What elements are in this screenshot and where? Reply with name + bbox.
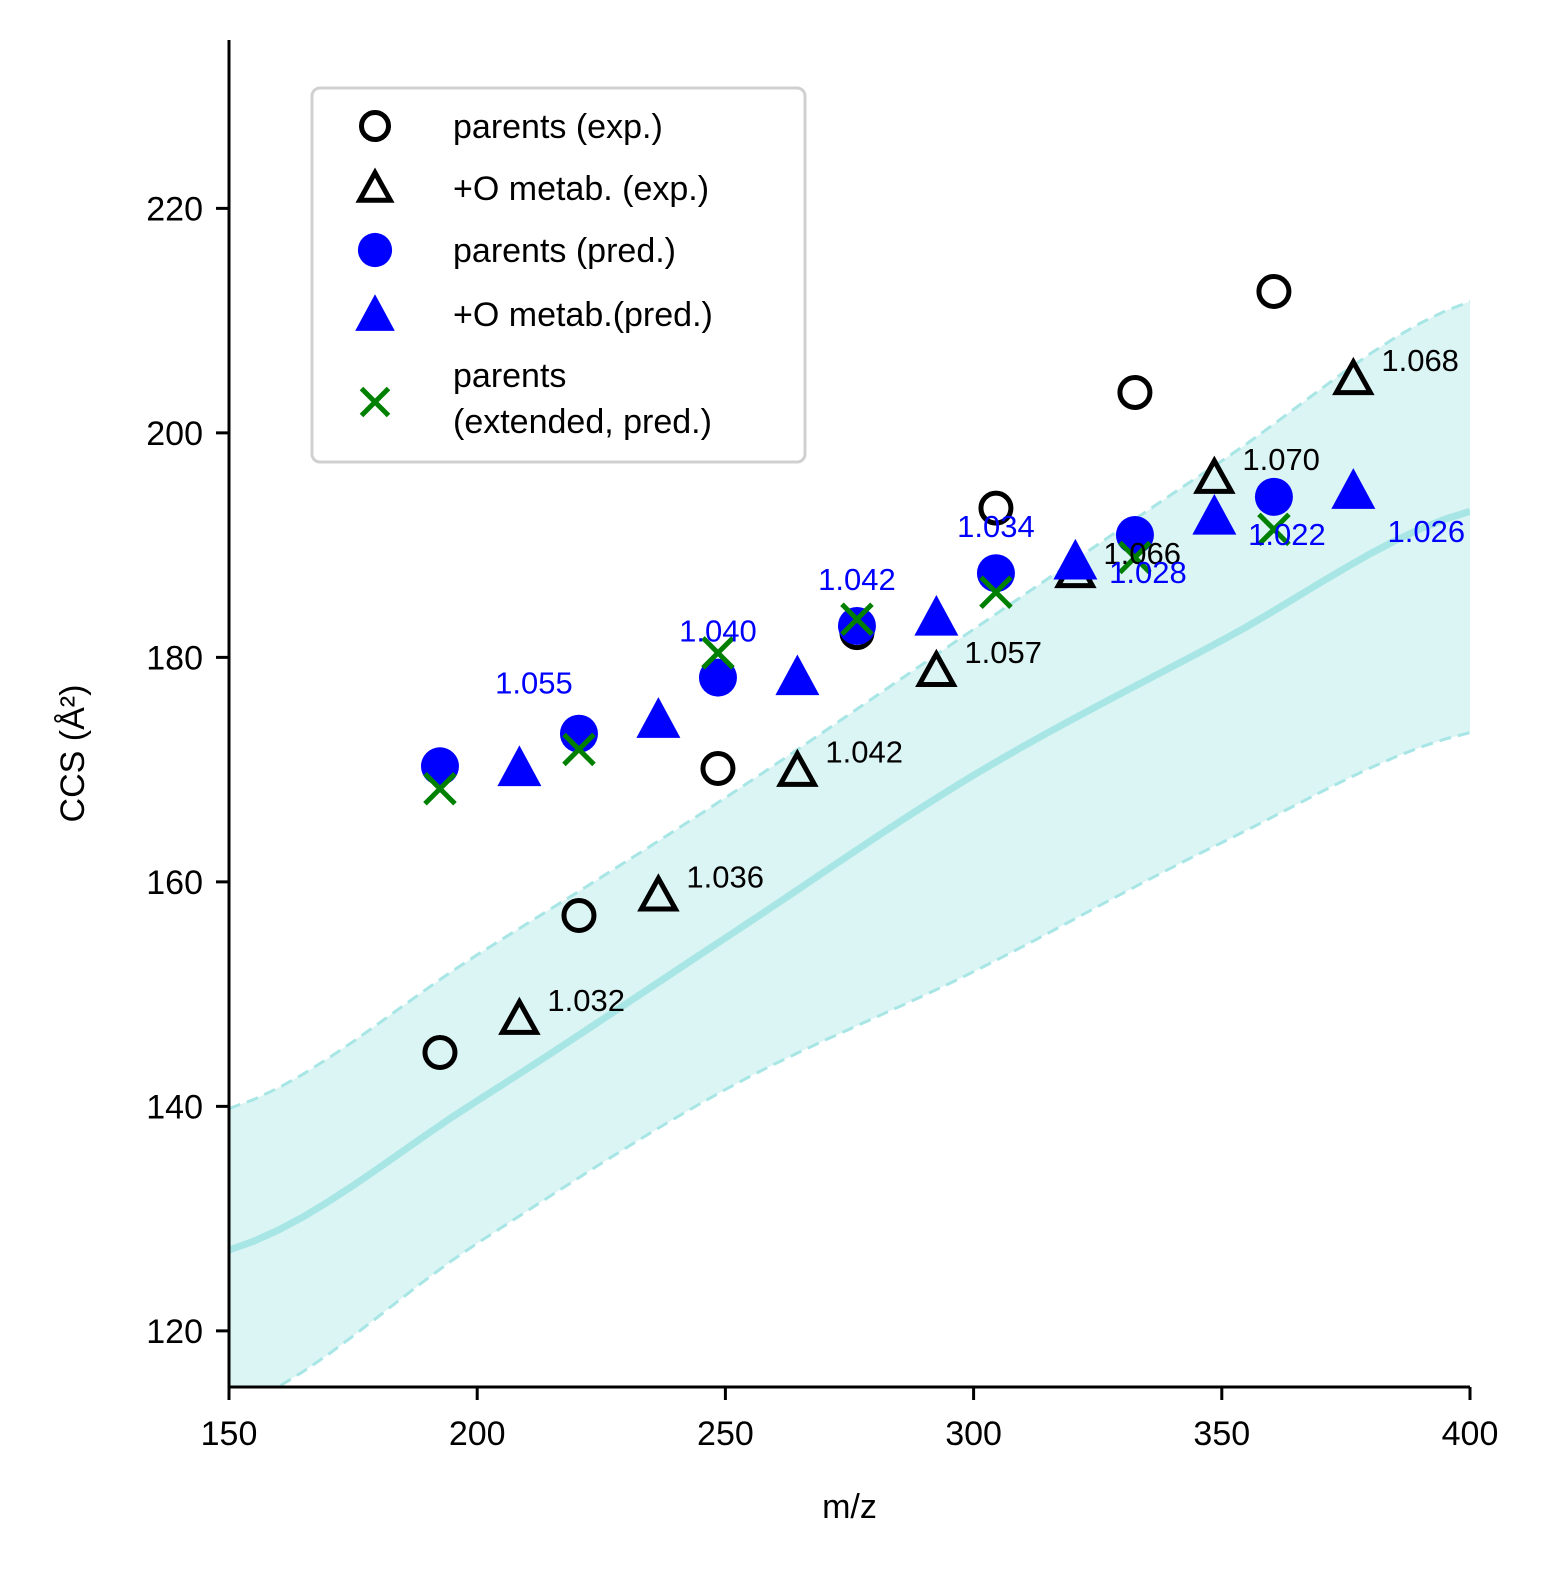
annotation-label: 1.040 bbox=[679, 614, 757, 649]
band-upper-line bbox=[229, 300, 1470, 1111]
point-s2-p6 bbox=[1254, 477, 1293, 516]
annotations: 1.032 1.036 1.042 1.057 1.066 1.070 1.068 1.055… bbox=[495, 343, 1465, 1018]
point-s3-p1 bbox=[636, 697, 681, 738]
y-tick-label: 120 bbox=[146, 1313, 203, 1351]
y-tick-label: 180 bbox=[146, 639, 203, 677]
point-s1-p2 bbox=[776, 748, 819, 787]
annotation-label: 1.028 bbox=[1109, 555, 1187, 590]
point-s1-p1 bbox=[637, 873, 680, 912]
band-lower-line bbox=[274, 731, 1470, 1387]
y-axis-label: CCS (Å²) bbox=[54, 685, 92, 823]
point-s4-p3 bbox=[840, 602, 874, 636]
point-s3-p5 bbox=[1192, 493, 1237, 535]
legend-label-3: +O metab.(pred.) bbox=[453, 296, 713, 334]
legend-label-2: parents (pred.) bbox=[453, 232, 676, 270]
annotation-label: 1.034 bbox=[957, 509, 1035, 544]
point-s1-p3 bbox=[915, 648, 958, 687]
annotation-label: 1.036 bbox=[686, 859, 764, 894]
annotation-label: 1.068 bbox=[1381, 343, 1459, 378]
point-s2-p2 bbox=[698, 658, 737, 697]
point-s1-p5 bbox=[1193, 455, 1236, 494]
annotation-label: 1.026 bbox=[1388, 514, 1466, 549]
y-tick-label: 220 bbox=[146, 190, 203, 228]
point-s4-p6 bbox=[1257, 512, 1291, 547]
data-points bbox=[420, 273, 1376, 1070]
x-tick-label: 400 bbox=[1442, 1415, 1499, 1453]
legend-marker-0 bbox=[359, 110, 391, 142]
point-s0-p5 bbox=[1117, 374, 1153, 410]
legend-label-4-line-0: parents bbox=[453, 357, 566, 395]
legend: parents (exp.) +O metab. (exp.) parents (p… bbox=[310, 86, 807, 464]
x-axis-label: m/z bbox=[822, 1488, 877, 1526]
point-s0-p0 bbox=[422, 1034, 458, 1070]
legend-label-0: parents (exp.) bbox=[453, 108, 663, 146]
band-center-line bbox=[229, 508, 1470, 1254]
point-s2-p0 bbox=[420, 747, 459, 786]
band-fill bbox=[229, 301, 1470, 1387]
y-tick-label: 160 bbox=[146, 864, 203, 902]
point-s3-p6 bbox=[1331, 468, 1376, 509]
y-tick-label: 140 bbox=[146, 1088, 203, 1126]
point-s0-p6 bbox=[1256, 273, 1292, 309]
x-tick-label: 250 bbox=[697, 1415, 754, 1453]
annotation-label: 1.022 bbox=[1248, 517, 1326, 552]
point-s2-p4 bbox=[976, 554, 1015, 593]
x-tick-label: 300 bbox=[945, 1415, 1002, 1453]
point-s3-p2 bbox=[775, 654, 820, 696]
x-tick-label: 350 bbox=[1193, 1415, 1250, 1453]
annotation-label: 1.066 bbox=[1103, 536, 1181, 571]
axes: 150 200 250 300 350 400 120 140 160 180 200 220 m/z C… bbox=[54, 40, 1498, 1526]
x-tick-label: 200 bbox=[449, 1415, 506, 1453]
annotation-label: 1.057 bbox=[964, 635, 1042, 670]
point-s3-p4 bbox=[1053, 538, 1098, 580]
legend-marker-1 bbox=[355, 167, 395, 203]
y-tick-label: 200 bbox=[146, 415, 203, 453]
point-s1-p0 bbox=[498, 996, 541, 1035]
annotation-label: 1.042 bbox=[825, 735, 903, 770]
confidence-band bbox=[229, 300, 1470, 1387]
point-s4-p5 bbox=[1118, 540, 1152, 575]
point-s0-p2 bbox=[700, 751, 736, 787]
annotation-label: 1.032 bbox=[547, 983, 625, 1018]
legend-marker-2 bbox=[357, 232, 393, 268]
point-s4-p1 bbox=[562, 732, 596, 767]
legend-label-4-line-1: (extended, pred.) bbox=[453, 403, 712, 441]
point-s4-p0 bbox=[423, 771, 457, 806]
legend-marker-4 bbox=[359, 386, 391, 418]
legend-marker-3 bbox=[355, 294, 395, 331]
point-s4-p2 bbox=[701, 636, 735, 670]
point-s1-p6 bbox=[1332, 356, 1375, 396]
point-s0-p1 bbox=[561, 898, 597, 934]
annotation-label: 1.055 bbox=[495, 666, 573, 701]
legend-box bbox=[310, 86, 807, 464]
x-tick-label: 150 bbox=[201, 1415, 258, 1453]
point-s4-p4 bbox=[979, 575, 1013, 610]
legend-label-1: +O metab. (exp.) bbox=[453, 170, 709, 208]
annotation-label: 1.070 bbox=[1242, 442, 1320, 477]
point-s3-p3 bbox=[914, 594, 959, 636]
point-s0-p4 bbox=[978, 490, 1014, 526]
point-s3-p0 bbox=[497, 745, 542, 787]
annotation-label: 1.042 bbox=[818, 562, 896, 597]
point-s2-p3 bbox=[837, 606, 876, 645]
